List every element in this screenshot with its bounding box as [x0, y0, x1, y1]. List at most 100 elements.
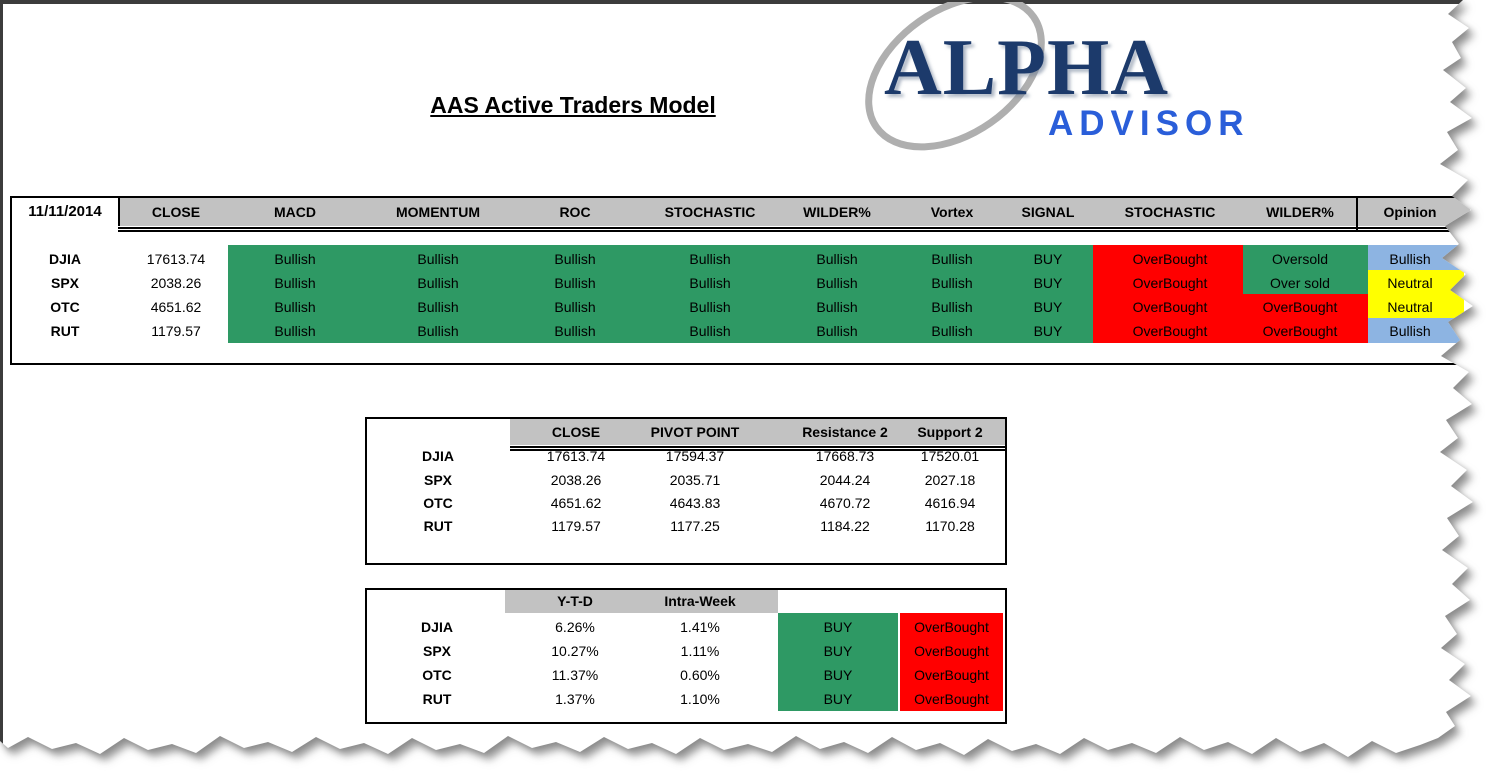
signal-table-header-bar: [118, 198, 1470, 226]
alpha-logo-brand-text: ALPHA: [884, 24, 1169, 112]
column-header-intra-week: Intra-Week: [664, 593, 736, 609]
cell-roc: Bullish: [554, 299, 596, 315]
cell-stochastic: Bullish: [689, 251, 731, 267]
column-header-macd: MACD: [274, 204, 316, 220]
signal-table-header-underline: [118, 227, 1470, 232]
cell-close: 4651.62: [550, 495, 602, 511]
page-left-border: [0, 0, 3, 747]
cell-wilder: Bullish: [816, 323, 858, 339]
cell-momentum: Bullish: [417, 299, 459, 315]
cell-ytd: 10.27%: [551, 643, 599, 659]
cell-signal: BUY: [823, 667, 853, 683]
overbought-wilder-block: [1243, 294, 1368, 343]
opinion-column-separator: [1356, 198, 1358, 232]
cell-wilder2: OverBought: [1262, 323, 1338, 339]
row-label: DJIA: [422, 448, 454, 464]
column-header-vortex: Vortex: [930, 204, 974, 220]
bullish-signals-block: [228, 245, 1093, 343]
cell-close: 1179.57: [551, 518, 601, 534]
cell-resistance2: 4670.72: [819, 495, 871, 511]
cell-vortex: Bullish: [931, 323, 973, 339]
column-header-momentum: MOMENTUM: [396, 204, 480, 220]
cell-vortex: Bullish: [931, 299, 973, 315]
column-header-stochastic: STOCHASTIC: [664, 204, 756, 220]
cell-close: 1179.57: [151, 323, 201, 339]
pivot-table-header-bar: [510, 419, 1005, 445]
cell-close: 4651.62: [150, 299, 202, 315]
cell-momentum: Bullish: [417, 251, 459, 267]
report-date: 11/11/2014: [12, 198, 118, 226]
column-header-roc: ROC: [559, 204, 591, 220]
cell-wilder: Bullish: [816, 275, 858, 291]
cell-macd: Bullish: [274, 275, 316, 291]
column-header-signal: SIGNAL: [1021, 204, 1075, 220]
cell-macd: Bullish: [274, 251, 316, 267]
cell-wilder2: OverBought: [1262, 299, 1338, 315]
cell-pivot-point: 2035.71: [669, 472, 721, 488]
cell-intra-week: 1.41%: [680, 619, 720, 635]
page-title: AAS Active Traders Model: [430, 92, 716, 118]
row-label: SPX: [50, 275, 79, 291]
cell-stochastic2: OverBought: [1132, 299, 1208, 315]
column-header-ytd: Y-T-D: [557, 593, 593, 609]
opinion-cell-otc: [1368, 294, 1464, 318]
cell-signal: BUY: [823, 619, 853, 635]
column-header-close: CLOSE: [551, 424, 601, 440]
column-header-close: CLOSE: [151, 204, 201, 220]
row-label: RUT: [422, 691, 452, 707]
cell-resistance2: 1184.22: [820, 518, 870, 534]
cell-support2: 2027.18: [924, 472, 976, 488]
ytd-performance-table: [365, 588, 1007, 724]
cell-close: 2038.26: [550, 472, 602, 488]
column-header-wilder2: WILDER%: [1266, 204, 1334, 220]
cell-support2: 4616.94: [924, 495, 976, 511]
cell-signal: BUY: [1033, 275, 1063, 291]
cell-intra-week: 1.11%: [680, 643, 720, 659]
cell-ytd: 6.26%: [555, 619, 595, 635]
column-header-resistance2: Resistance 2: [802, 424, 888, 440]
cell-wilder: Bullish: [816, 251, 858, 267]
cell-stochastic2: OverBought: [1132, 323, 1208, 339]
cell-stochastic2: OverBought: [1132, 275, 1208, 291]
opinion-cell-spx: [1368, 270, 1464, 294]
cell-close: 17613.74: [546, 448, 606, 464]
cell-vortex: Bullish: [931, 275, 973, 291]
cell-roc: Bullish: [554, 275, 596, 291]
column-header-support2: Support 2: [917, 424, 983, 440]
overbought-condition-block: [900, 613, 1003, 711]
row-label: OTC: [50, 299, 80, 315]
opinion-cell-rut: [1368, 318, 1464, 343]
column-header-opinion: Opinion: [1383, 204, 1437, 220]
row-label: RUT: [50, 323, 80, 339]
cell-support2: 17520.01: [920, 448, 980, 464]
cell-resistance2: 2044.24: [819, 472, 871, 488]
cell-signal: BUY: [1033, 251, 1063, 267]
cell-stochastic: Bullish: [689, 275, 731, 291]
cell-pivot-point: 17594.37: [665, 448, 725, 464]
alpha-logo-swoosh-icon: [865, 2, 1045, 151]
cell-condition: OverBought: [914, 643, 989, 659]
cell-close: 2038.26: [150, 275, 202, 291]
active-traders-signal-table: [10, 196, 1473, 365]
cell-macd: Bullish: [274, 323, 316, 339]
cell-signal: BUY: [823, 691, 853, 707]
column-header-stochastic2: STOCHASTIC: [1124, 204, 1216, 220]
cell-stochastic: Bullish: [689, 299, 731, 315]
cell-opinion: Neutral: [1387, 299, 1433, 315]
pivot-point-table: [365, 417, 1007, 565]
ytd-table-header-bar: [505, 590, 778, 613]
cell-condition: OverBought: [914, 619, 989, 635]
cell-intra-week: 1.10%: [680, 691, 720, 707]
overbought-stochastic-block: [1093, 245, 1243, 343]
row-label: RUT: [423, 518, 453, 534]
cell-intra-week: 0.60%: [680, 667, 720, 683]
cell-wilder2: Oversold: [1271, 251, 1329, 267]
cell-roc: Bullish: [554, 251, 596, 267]
row-label: OTC: [422, 667, 452, 683]
cell-opinion: Bullish: [1389, 323, 1431, 339]
row-label: SPX: [422, 643, 451, 659]
cell-signal: BUY: [1033, 323, 1063, 339]
cell-resistance2: 17668.73: [815, 448, 875, 464]
